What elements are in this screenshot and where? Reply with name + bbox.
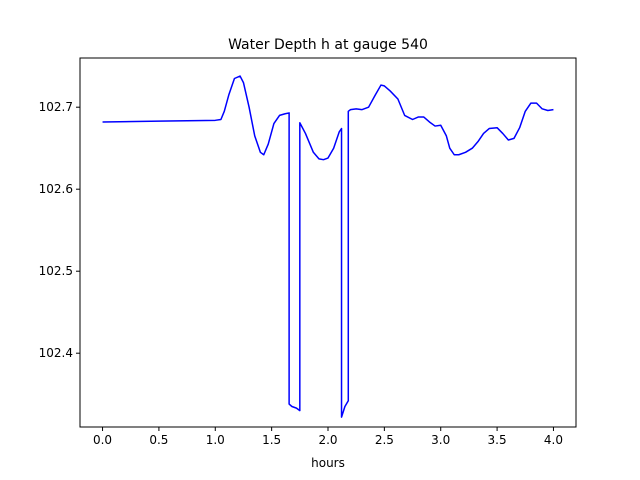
y-tick-label: 102.7 [39, 100, 73, 114]
x-tick-label: 0.5 [149, 433, 168, 447]
x-tick-label: 3.5 [488, 433, 507, 447]
y-tick-label: 102.4 [39, 346, 73, 360]
x-tick-label: 1.0 [206, 433, 225, 447]
y-tick-label: 102.5 [39, 264, 73, 278]
x-tick-label: 1.5 [262, 433, 281, 447]
x-axis-label: hours [311, 456, 345, 470]
x-tick-label: 4.0 [544, 433, 563, 447]
y-axis: 102.4 102.5 102.6 102.7 [39, 100, 80, 360]
x-axis: 0.0 0.5 1.0 1.5 2.0 2.5 3.0 3.5 4.0 [93, 427, 563, 447]
x-tick-label: 2.5 [375, 433, 394, 447]
x-tick-label: 0.0 [93, 433, 112, 447]
chart-title: Water Depth h at gauge 540 [228, 37, 428, 53]
x-tick-label: 3.0 [431, 433, 450, 447]
series-line-0 [102, 75, 554, 418]
y-tick-label: 102.6 [39, 182, 73, 196]
plot-area [102, 75, 554, 418]
x-tick-label: 2.0 [318, 433, 337, 447]
